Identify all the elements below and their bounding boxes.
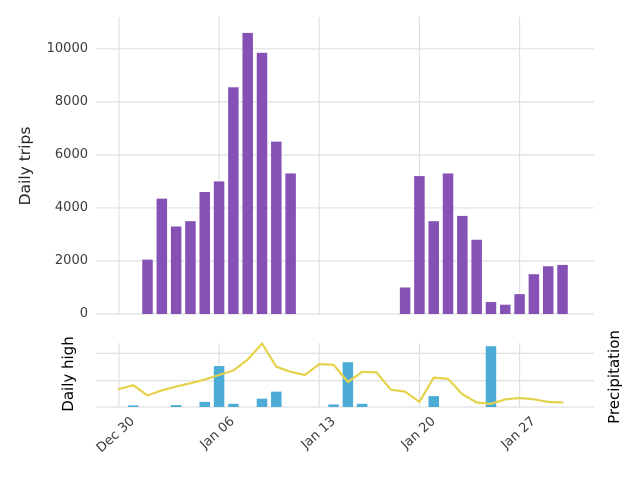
daily-trips-bar (557, 264, 568, 314)
precipitation-bar (271, 391, 282, 407)
precipitation-bar (428, 396, 439, 407)
daily-trips-bar (399, 287, 411, 314)
daily-trips-bar (428, 221, 439, 314)
daily-trips-bar (414, 176, 425, 314)
daily-high-line (117, 342, 564, 405)
daily-trips-bar (442, 173, 454, 314)
daily-trips-bar (170, 226, 182, 314)
precipitation-bar (213, 366, 225, 407)
daily-trips-bar (213, 181, 225, 314)
y-tick-label: 4000 (54, 199, 88, 215)
daily-trips-bar (199, 192, 211, 314)
daily-trips-bar (142, 259, 153, 314)
daily-trips-bar (271, 141, 282, 314)
precipitation-bar (328, 404, 339, 407)
daily-trips-bar (457, 215, 468, 314)
daily-trips-bar (242, 32, 253, 315)
daily-trips-bar (256, 52, 268, 315)
daily-trips-bar (471, 239, 482, 314)
daily-trips-bar (542, 266, 554, 314)
precipitation-bar (256, 398, 268, 407)
precipitation-bar (356, 403, 368, 407)
y-axis-label-daily-trips: Daily trips (16, 126, 34, 206)
daily-trips-bar (485, 302, 497, 314)
y-axis-label-precipitation: Precipitation (605, 330, 623, 424)
daily-trips-bar (528, 274, 540, 314)
precipitation-bar (485, 346, 497, 407)
y-tick-label: 0 (79, 306, 88, 321)
y-tick-label: 8000 (54, 93, 88, 109)
precipitation-bar (127, 405, 139, 407)
precipitation-bar (199, 401, 211, 407)
y-tick-label: 10000 (46, 40, 88, 56)
y-tick-label: 6000 (54, 146, 88, 162)
daily-trips-bar (185, 221, 196, 314)
daily-trips-bar (228, 87, 239, 314)
daily-trips-bar (514, 294, 525, 314)
precipitation-bar (342, 362, 354, 407)
y-axis-label-daily-high: Daily high (59, 336, 77, 412)
precipitation-bar (228, 403, 239, 407)
daily-trips-bar (500, 304, 511, 314)
daily-trips-bar (156, 198, 168, 314)
precipitation-bar (170, 405, 182, 407)
daily-trips-bar (285, 173, 296, 314)
y-tick-label: 2000 (54, 252, 88, 268)
